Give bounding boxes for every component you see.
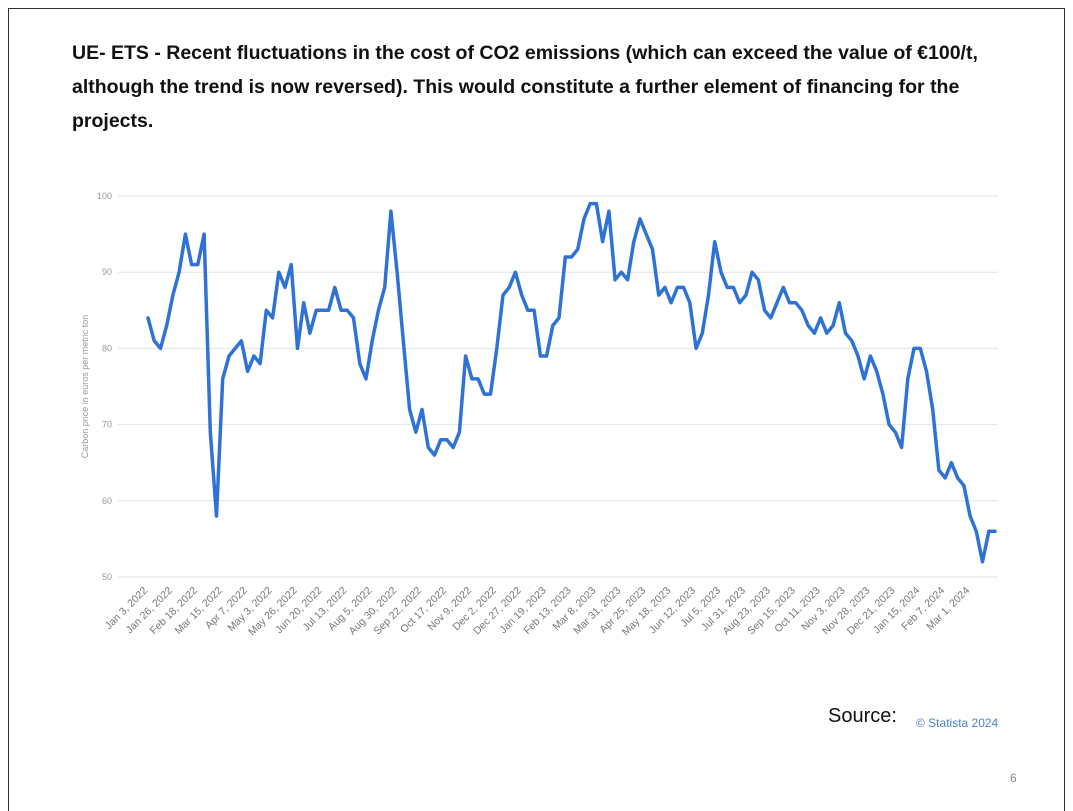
credit: © Statista 2024: [916, 716, 999, 730]
page-number: 6: [1010, 771, 1017, 785]
y-tick-label: 100: [97, 191, 112, 201]
source-label: Source:: [828, 705, 897, 727]
slide-title: UE- ETS - Recent fluctuations in the cos…: [72, 42, 978, 132]
y-tick-label: 80: [102, 343, 112, 353]
data-line: [146, 201, 997, 564]
chart: Carbon price in euros per metric ton 50 60…: [80, 191, 998, 638]
slide-border: [8, 8, 1065, 811]
y-tick-label: 70: [102, 420, 112, 430]
y-axis-label: Carbon price in euros per metric ton: [80, 315, 90, 459]
y-tick-label: 60: [102, 496, 112, 506]
y-tick-label: 50: [102, 572, 112, 582]
y-tick-label: 90: [102, 267, 112, 277]
